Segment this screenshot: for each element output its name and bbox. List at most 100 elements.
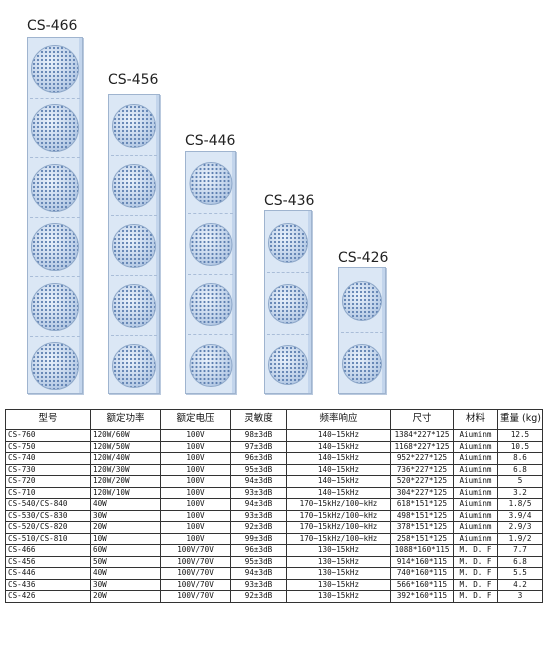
table-cell: 30W bbox=[90, 509, 161, 522]
speaker-cs-436: CS-436 bbox=[264, 193, 315, 394]
speaker-grille-icon bbox=[31, 104, 79, 153]
table-cell: 93±3dB bbox=[230, 578, 287, 591]
table-cell: 50W bbox=[90, 555, 161, 568]
speaker-grille-icon bbox=[112, 164, 156, 208]
table-cell: 96±3dB bbox=[230, 452, 287, 465]
table-row: CS-710 120W/10W 100V 93±3dB 140~15kHz 304*227… bbox=[5, 486, 543, 499]
table-cell: 120W/40W bbox=[90, 452, 161, 465]
table-cell: CS-710 bbox=[5, 486, 91, 499]
table-cell: 120W/10W bbox=[90, 486, 161, 499]
panel-seam bbox=[267, 272, 309, 274]
panel-seam bbox=[188, 273, 233, 275]
table-cell: 40W bbox=[90, 567, 161, 580]
table-cell: CS-436 bbox=[5, 578, 91, 591]
panel-seam bbox=[111, 215, 157, 216]
table-cell: CS-720 bbox=[5, 475, 91, 488]
table-cell: 40W bbox=[90, 498, 161, 511]
table-cell: 30W bbox=[90, 578, 161, 591]
speaker-grille-icon bbox=[31, 223, 79, 272]
header-dimensions: 尺寸 bbox=[390, 409, 454, 430]
speaker-grille-icon bbox=[342, 344, 382, 385]
table-cell: 100V/70V bbox=[160, 555, 231, 568]
table-cell: 10.5 bbox=[497, 440, 543, 453]
spec-table: 型号 额定功率 额定电压 灵敏度 频率响应 尺寸 材料 重量 (kg) CS-7… bbox=[5, 409, 543, 603]
header-weight: 重量 (kg) bbox=[497, 409, 543, 430]
panel-seam bbox=[111, 155, 157, 156]
panel-seam bbox=[30, 157, 80, 158]
table-cell: 95±3dB bbox=[230, 555, 287, 568]
table-cell: 7.7 bbox=[497, 544, 543, 557]
table-cell: 130~15kHz bbox=[286, 555, 391, 568]
table-cell: 100V/70V bbox=[160, 567, 231, 580]
table-cell: 3.2 bbox=[497, 486, 543, 499]
panel-seam bbox=[341, 331, 383, 333]
table-cell: 100V bbox=[160, 463, 231, 476]
table-cell: 92±3dB bbox=[230, 521, 287, 534]
table-row: CS-466 60W 100V/70V 96±3dB 130~15kHz 1088*160… bbox=[5, 544, 543, 557]
panel-seam bbox=[111, 275, 157, 276]
table-cell: 5.5 bbox=[497, 567, 543, 580]
header-model: 型号 bbox=[5, 409, 91, 430]
table-cell: Aiuminm bbox=[453, 429, 498, 442]
header-frequency: 频率响应 bbox=[286, 409, 391, 430]
table-row: CS-720 120W/20W 100V 94±3dB 140~15kHz 520*227… bbox=[5, 475, 543, 488]
panel-seam bbox=[188, 334, 233, 336]
table-cell: CS-740 bbox=[5, 452, 91, 465]
table-cell: 98±3dB bbox=[230, 429, 287, 442]
table-cell: M. D. F bbox=[453, 567, 498, 580]
table-cell: 952*227*125 bbox=[390, 452, 454, 465]
speaker-grille-icon bbox=[112, 224, 156, 268]
table-cell: 95±3dB bbox=[230, 463, 287, 476]
table-cell: Aiuminm bbox=[453, 440, 498, 453]
speaker-grille-icon bbox=[31, 282, 79, 331]
table-cell: 60W bbox=[90, 544, 161, 557]
model-label: CS-466 bbox=[27, 18, 78, 34]
table-cell: 130~15kHz bbox=[286, 544, 391, 557]
speaker-grille-icon bbox=[268, 345, 308, 386]
table-cell: 100V bbox=[160, 486, 231, 499]
panel-seam bbox=[30, 276, 80, 277]
table-cell: 20W bbox=[90, 521, 161, 534]
table-cell: 736*227*125 bbox=[390, 463, 454, 476]
table-cell: 20W bbox=[90, 590, 161, 603]
speaker-grille-icon bbox=[189, 283, 232, 327]
panel-seam bbox=[267, 333, 309, 335]
model-label: CS-446 bbox=[185, 133, 236, 149]
panel-seam bbox=[30, 97, 80, 99]
table-cell: 12.5 bbox=[497, 429, 543, 442]
table-cell: M. D. F bbox=[453, 555, 498, 568]
table-cell: CS-760 bbox=[5, 429, 91, 442]
table-cell: M. D. F bbox=[453, 590, 498, 603]
table-cell: 130~15kHz bbox=[286, 567, 391, 580]
table-cell: 100V bbox=[160, 440, 231, 453]
table-cell: CS-520/CS-820 bbox=[5, 521, 91, 534]
table-cell: 130~15kHz bbox=[286, 590, 391, 603]
table-cell: 3.9/4 bbox=[497, 509, 543, 522]
header-voltage: 额定电压 bbox=[160, 409, 231, 430]
model-label: CS-426 bbox=[338, 250, 389, 266]
table-cell: Aiuminm bbox=[453, 452, 498, 465]
speaker-grille-icon bbox=[112, 104, 156, 148]
table-row: CS-426 20W 100V/70V 92±3dB 130~15kHz 392*160*… bbox=[5, 590, 543, 603]
table-cell: 130~15kHz bbox=[286, 578, 391, 591]
speaker-grille-icon bbox=[189, 222, 232, 266]
table-cell: M. D. F bbox=[453, 578, 498, 591]
panel-seam bbox=[188, 212, 233, 214]
table-cell: 120W/30W bbox=[90, 463, 161, 476]
table-cell: CS-456 bbox=[5, 555, 91, 568]
table-cell: CS-530/CS-830 bbox=[5, 509, 91, 522]
table-cell: 618*151*125 bbox=[390, 498, 454, 511]
table-cell: 94±3dB bbox=[230, 567, 287, 580]
header-material: 材料 bbox=[453, 409, 498, 430]
table-cell: Aiuminm bbox=[453, 532, 498, 545]
speaker-grille-icon bbox=[189, 161, 232, 205]
table-cell: Aiuminm bbox=[453, 509, 498, 522]
speaker-body bbox=[27, 37, 83, 394]
table-cell: 1.9/2 bbox=[497, 532, 543, 545]
model-label: CS-436 bbox=[264, 193, 315, 209]
speaker-cs-456: CS-456 bbox=[108, 72, 160, 394]
table-cell: 93±3dB bbox=[230, 509, 287, 522]
speaker-grille-icon bbox=[31, 163, 79, 212]
spec-table-body: CS-760 120W/60W 100V 98±3dB 140~15kHz 1384*22… bbox=[5, 429, 543, 603]
table-row: CS-510/CS-810 10W 100V 99±3dB 170~15kHz/100~… bbox=[5, 532, 543, 545]
